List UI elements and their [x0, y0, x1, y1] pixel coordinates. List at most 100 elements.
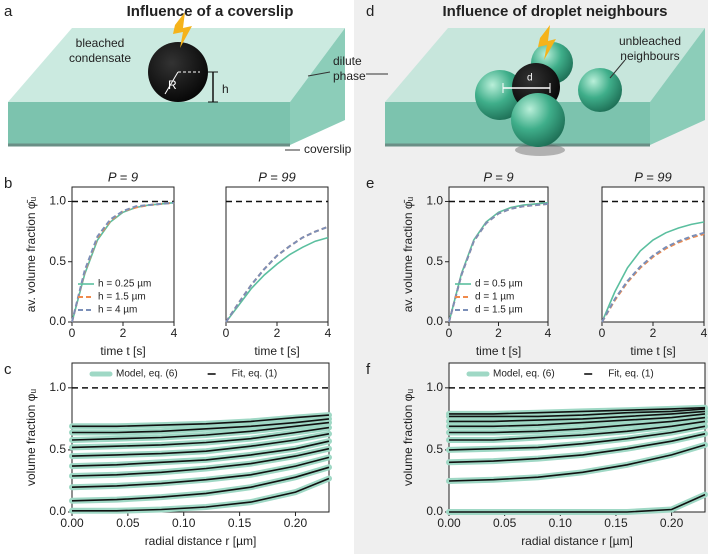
label: bleached: [76, 36, 125, 50]
series-curve: [71, 456, 330, 488]
plot-frame: [448, 186, 549, 323]
x-axis-label: time t [s]: [476, 344, 521, 358]
series-curve: [72, 477, 330, 512]
x-tick-label: 0: [69, 326, 76, 340]
y-tick-label: 0.5: [49, 254, 66, 268]
y-axis-label: volume fraction φᵤ: [401, 389, 415, 486]
x-tick-label: 0.05: [493, 516, 517, 530]
label: unbleached: [619, 34, 681, 48]
panel-label: e: [366, 175, 374, 192]
y-tick-label: 0.0: [49, 504, 66, 518]
x-tick-label: 0: [599, 326, 606, 340]
x-tick-label: 0.00: [60, 516, 84, 530]
legend-label: h = 1.5 µm: [98, 292, 146, 303]
y-axis-label: volume fraction φᵤ: [24, 389, 38, 486]
series-curve: [72, 418, 330, 434]
plot-frame: [601, 186, 705, 323]
plot-frame: [71, 186, 175, 323]
series-curve: [448, 444, 706, 482]
series-line: [71, 201, 175, 323]
series-curve: [72, 414, 330, 428]
y-tick-label: 0.5: [426, 442, 443, 456]
y-tick-label: 0.0: [49, 314, 66, 328]
series-line: [225, 236, 329, 323]
x-axis-label: time t [s]: [100, 344, 145, 358]
series-curve: [71, 421, 330, 441]
y-tick-label: 1.0: [426, 194, 443, 208]
illustration-title: Influence of droplet neighbours: [443, 3, 668, 20]
label: condensate: [69, 51, 131, 65]
panel-label: f: [366, 361, 371, 378]
series-curve: [449, 408, 706, 418]
legend-label: Model, eq. (6): [493, 369, 555, 380]
chart-title: P = 9: [108, 169, 138, 184]
series-line: [448, 202, 549, 323]
label: d: [527, 73, 533, 84]
x-axis-label: radial distance r [µm]: [521, 534, 633, 548]
series-curve: [449, 413, 706, 428]
series-line: [448, 201, 549, 323]
legend-label: Model, eq. (6): [116, 369, 178, 380]
x-tick-label: 4: [701, 326, 708, 340]
series-curve: [448, 425, 706, 451]
x-axis-label: time t [s]: [254, 344, 299, 358]
series-curve: [71, 440, 330, 467]
legend-label: d = 1.5 µm: [475, 305, 523, 316]
illustration-d: [366, 25, 705, 156]
x-tick-label: 0.20: [660, 516, 684, 530]
label: dilute: [333, 54, 362, 68]
legend-label: Fit, eq. (1): [608, 369, 654, 380]
series-line: [601, 231, 705, 323]
series-curve: [449, 416, 706, 434]
panel-label: a: [4, 3, 13, 20]
x-tick-label: 0.05: [116, 516, 140, 530]
x-tick-label: 0: [446, 326, 453, 340]
label: coverslip: [304, 142, 352, 156]
x-tick-label: 2: [274, 326, 281, 340]
legend-label: h = 4 µm: [98, 305, 137, 316]
series-curve: [449, 420, 706, 441]
x-axis-label: time t [s]: [630, 344, 675, 358]
label: neighbours: [620, 49, 679, 63]
legend-label: h = 0.25 µm: [98, 279, 151, 290]
y-tick-label: 0.5: [49, 442, 66, 456]
series-curve: [71, 426, 330, 449]
label: phase: [333, 69, 366, 83]
series-curve: [71, 466, 330, 502]
x-tick-label: 0.20: [284, 516, 308, 530]
illustration-title: Influence of a coverslip: [127, 3, 294, 20]
chart-title: P = 99: [258, 169, 295, 184]
x-tick-label: 4: [545, 326, 552, 340]
panel-label: c: [4, 361, 12, 378]
x-tick-label: 2: [650, 326, 657, 340]
y-tick-label: 0.5: [426, 254, 443, 268]
series-curve: [449, 410, 706, 423]
series-curve: [449, 493, 706, 513]
x-tick-label: 2: [495, 326, 502, 340]
y-tick-label: 1.0: [426, 380, 443, 394]
series-curve: [71, 433, 330, 457]
series-line: [601, 221, 705, 323]
x-tick-label: 0: [223, 326, 230, 340]
y-axis-label: av. volume fraction φ̄ᵤ: [24, 196, 38, 312]
chart-title: P = 9: [483, 169, 513, 184]
x-tick-label: 0.15: [604, 516, 628, 530]
x-tick-label: 4: [171, 326, 178, 340]
x-tick-label: 0.00: [437, 516, 461, 530]
x-tick-label: 0.15: [228, 516, 252, 530]
panel-label: d: [366, 3, 374, 20]
chart-title: P = 99: [634, 169, 671, 184]
y-tick-label: 0.0: [426, 314, 443, 328]
illustration-a: [8, 12, 345, 151]
y-tick-label: 1.0: [49, 194, 66, 208]
y-tick-label: 1.0: [49, 380, 66, 394]
legend-label: d = 1 µm: [475, 292, 514, 303]
legend-label: Fit, eq. (1): [232, 369, 278, 380]
panel-label: b: [4, 175, 12, 192]
x-axis-label: radial distance r [µm]: [145, 534, 257, 548]
x-tick-label: 0.10: [172, 516, 196, 530]
label: R: [168, 78, 177, 92]
series-curve: [448, 433, 706, 464]
x-tick-label: 2: [120, 326, 127, 340]
